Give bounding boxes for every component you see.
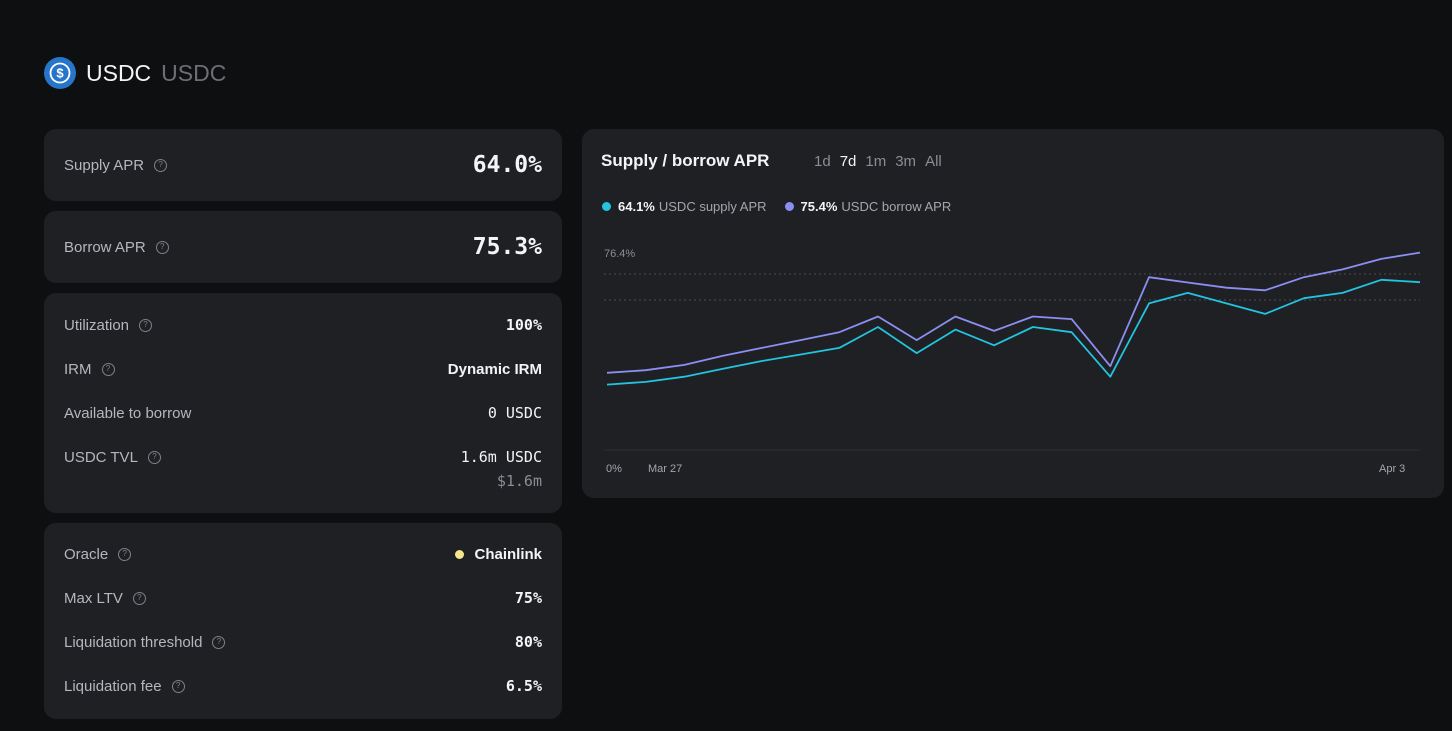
max-ltv-label: Max LTV [64, 589, 123, 607]
help-icon[interactable]: ? [139, 318, 153, 332]
help-icon[interactable]: ? [147, 450, 161, 464]
irm-label-wrap: IRM ? [64, 361, 115, 378]
period-selector: 1d 7d 1m 3m All [814, 153, 942, 170]
legend-borrow-value: 75.4% [800, 199, 838, 214]
help-icon[interactable]: ? [101, 362, 115, 376]
apr-chart-card: Supply / borrow APR 1d 7d 1m 3m All 64.1… [582, 129, 1444, 498]
borrow-apr-card: Borrow APR ? 75.3% [44, 211, 562, 283]
legend-borrow-dot [784, 202, 794, 211]
asset-subtitle: USDC [161, 59, 227, 86]
tvl-label: USDC TVL [64, 448, 138, 466]
legend-borrow-name: USDC borrow APR [841, 199, 952, 214]
liq-fee-label-wrap: Liquidation fee ? [64, 678, 185, 695]
supply-apr-card: Supply APR ? 64.0% [44, 129, 562, 201]
tvl-usd-value: $1.6m [496, 472, 542, 490]
available-value: 0 USDC [487, 404, 542, 422]
irm-label: IRM [64, 360, 92, 378]
x-axis-label-end: Apr 3 [1379, 463, 1405, 475]
help-icon[interactable]: ? [155, 240, 169, 254]
supply-apr-line [606, 278, 1421, 386]
chart-title: Supply / borrow APR [601, 151, 770, 170]
borrow-apr-label-wrap: Borrow APR ? [64, 239, 169, 256]
borrow-apr-value: 75.3% [472, 234, 542, 260]
period-3m[interactable]: 3m [895, 153, 917, 170]
borrow-apr-line [606, 251, 1421, 374]
help-icon[interactable]: ? [132, 591, 146, 605]
legend-borrow[interactable]: 75.4% USDC borrow APR [784, 199, 952, 214]
period-7d[interactable]: 7d [839, 153, 857, 170]
oracle-value-wrap[interactable]: Chainlink [455, 546, 542, 563]
liq-threshold-label: Liquidation threshold [64, 633, 203, 651]
risk-params-card: Oracle ? Chainlink Max LTV ? 75% Liquida… [44, 523, 562, 719]
legend-supply[interactable]: 64.1% USDC supply APR [602, 199, 767, 214]
period-1d[interactable]: 1d [814, 153, 831, 170]
irm-value: Dynamic IRM [447, 360, 542, 378]
utilization-label: Utilization [64, 316, 130, 334]
oracle-value: Chainlink [474, 545, 542, 563]
period-all[interactable]: All [925, 153, 942, 170]
oracle-label-wrap: Oracle ? [64, 545, 132, 563]
market-stats-card: Utilization ? 100% IRM ? Dynamic IRM Ava… [44, 293, 562, 513]
help-icon[interactable]: ? [118, 547, 132, 561]
utilization-value: 100% [505, 316, 542, 334]
legend-supply-dot [602, 202, 611, 211]
asset-title: USDC [86, 59, 152, 86]
svg-text:$: $ [56, 66, 64, 81]
legend-supply-name: USDC supply APR [658, 199, 767, 214]
asset-header: $ USDC USDC [44, 57, 226, 89]
supply-apr-label: Supply APR [64, 156, 145, 174]
x-axis-label-start: Mar 27 [648, 463, 682, 475]
y-axis-top-label: 76.4% [604, 248, 635, 260]
supply-apr-value: 64.0% [472, 152, 542, 178]
liq-threshold-label-wrap: Liquidation threshold ? [64, 633, 226, 651]
chart-legend: 64.1% USDC supply APR 75.4% USDC borrow … [602, 199, 951, 214]
help-icon[interactable]: ? [171, 679, 185, 693]
max-ltv-label-wrap: Max LTV ? [64, 590, 146, 607]
y-axis-bottom-label: 0% [606, 463, 622, 475]
oracle-status-dot [455, 549, 465, 559]
usdc-logo-icon: $ [44, 57, 76, 89]
borrow-apr-label: Borrow APR [64, 238, 146, 256]
supply-apr-label-wrap: Supply APR ? [64, 156, 168, 174]
available-label: Available to borrow [64, 404, 192, 422]
tvl-value: 1.6m USDC [460, 448, 542, 466]
period-1m[interactable]: 1m [865, 153, 887, 170]
liq-threshold-value: 80% [514, 633, 542, 651]
apr-chart-plot[interactable]: 76.4% 0% Mar 27 Apr 3 [582, 129, 1444, 498]
max-ltv-value: 75% [514, 589, 542, 607]
liq-fee-value: 6.5% [505, 677, 542, 695]
liq-fee-label: Liquidation fee [64, 677, 162, 695]
oracle-label: Oracle [64, 545, 109, 563]
help-icon[interactable]: ? [154, 158, 168, 172]
tvl-label-wrap: USDC TVL ? [64, 449, 161, 466]
utilization-label-wrap: Utilization ? [64, 316, 153, 334]
help-icon[interactable]: ? [212, 635, 226, 649]
legend-supply-value: 64.1% [618, 199, 655, 214]
series-layer [606, 251, 1421, 386]
